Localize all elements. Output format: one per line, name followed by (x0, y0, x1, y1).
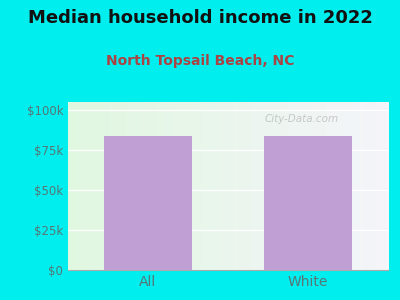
Bar (104, 136, 192, 270)
Text: North Topsail Beach, NC: North Topsail Beach, NC (106, 54, 294, 68)
Text: City-Data.com: City-Data.com (264, 114, 339, 124)
Text: Median household income in 2022: Median household income in 2022 (28, 9, 372, 27)
Bar (264, 136, 352, 270)
